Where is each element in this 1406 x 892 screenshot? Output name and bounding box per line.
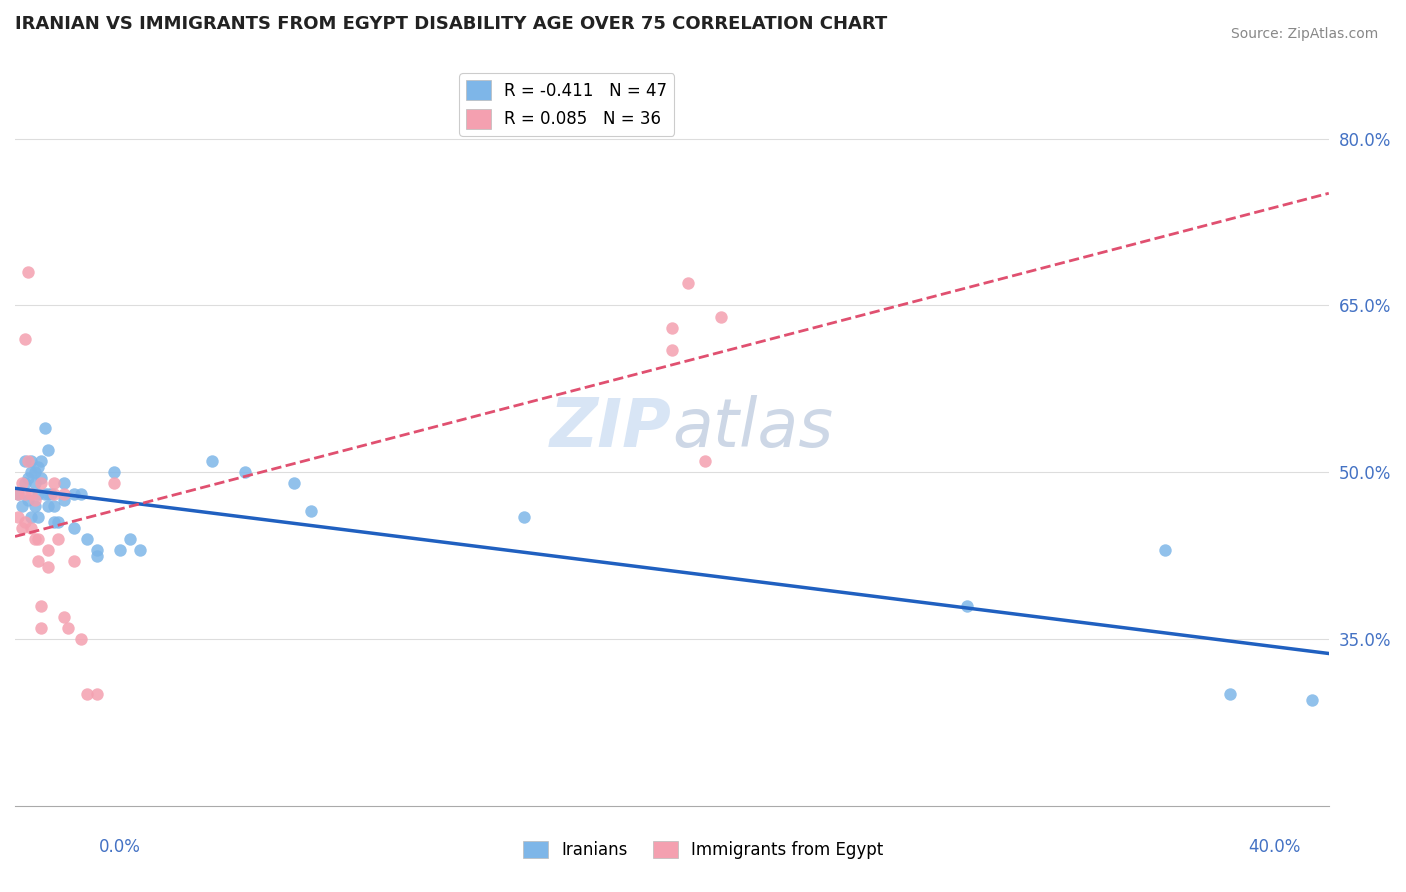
Point <box>56 621 79 635</box>
Point <box>44 487 66 501</box>
Point <box>710 310 733 324</box>
Point <box>53 609 76 624</box>
Point <box>27 509 49 524</box>
Point <box>63 521 86 535</box>
Point <box>44 515 66 529</box>
Point <box>7 487 30 501</box>
Point <box>37 487 59 501</box>
Point <box>7 509 30 524</box>
Point <box>956 599 979 613</box>
Point <box>1301 693 1323 707</box>
Point <box>661 343 683 357</box>
Point <box>103 476 125 491</box>
Point <box>24 493 46 508</box>
Point <box>108 543 131 558</box>
Point <box>86 688 108 702</box>
Point <box>7 487 30 501</box>
Point <box>86 549 108 563</box>
Point <box>20 521 42 535</box>
Point <box>46 515 69 529</box>
Text: Source: ZipAtlas.com: Source: ZipAtlas.com <box>1230 27 1378 41</box>
Point <box>53 476 76 491</box>
Point <box>37 499 59 513</box>
Point <box>233 465 256 479</box>
Point <box>661 320 683 334</box>
Legend: Iranians, Immigrants from Egypt: Iranians, Immigrants from Egypt <box>516 834 890 866</box>
Point <box>1219 688 1241 702</box>
Point <box>24 499 46 513</box>
Point <box>37 559 59 574</box>
Legend: R = -0.411   N = 47, R = 0.085   N = 36: R = -0.411 N = 47, R = 0.085 N = 36 <box>460 73 673 136</box>
Point <box>14 476 37 491</box>
Point <box>69 632 91 646</box>
Point <box>10 499 32 513</box>
Text: IRANIAN VS IMMIGRANTS FROM EGYPT DISABILITY AGE OVER 75 CORRELATION CHART: IRANIAN VS IMMIGRANTS FROM EGYPT DISABIL… <box>15 15 887 33</box>
Point <box>201 454 224 468</box>
Point <box>128 543 150 558</box>
Text: ZIP: ZIP <box>550 395 672 461</box>
Point <box>27 554 49 568</box>
Point <box>34 421 56 435</box>
Point <box>63 554 86 568</box>
Point <box>69 487 91 501</box>
Point <box>513 509 536 524</box>
Point <box>53 493 76 508</box>
Text: 0.0%: 0.0% <box>98 838 141 855</box>
Point <box>39 487 62 501</box>
Point <box>30 471 52 485</box>
Point <box>37 543 59 558</box>
Point <box>20 454 42 468</box>
Point <box>86 543 108 558</box>
Point <box>693 454 716 468</box>
Point <box>678 277 700 291</box>
Point <box>103 465 125 479</box>
Text: 40.0%: 40.0% <box>1249 838 1301 855</box>
Point <box>10 476 32 491</box>
Point <box>30 476 52 491</box>
Point <box>283 476 305 491</box>
Point <box>17 471 39 485</box>
Point <box>1153 543 1175 558</box>
Point <box>44 499 66 513</box>
Point <box>44 476 66 491</box>
Point <box>76 688 98 702</box>
Point <box>14 487 37 501</box>
Point <box>299 504 322 518</box>
Point <box>20 465 42 479</box>
Point <box>27 532 49 546</box>
Point <box>37 442 59 457</box>
Point <box>17 493 39 508</box>
Text: atlas: atlas <box>672 395 832 461</box>
Point <box>27 487 49 501</box>
Point <box>76 532 98 546</box>
Point <box>46 532 69 546</box>
Point <box>118 532 141 546</box>
Point <box>14 454 37 468</box>
Point <box>14 515 37 529</box>
Point <box>24 476 46 491</box>
Point <box>14 332 37 346</box>
Point <box>20 487 42 501</box>
Point <box>34 487 56 501</box>
Point <box>63 487 86 501</box>
Point <box>17 265 39 279</box>
Point <box>24 465 46 479</box>
Point <box>20 509 42 524</box>
Point <box>30 599 52 613</box>
Point <box>24 532 46 546</box>
Point <box>30 621 52 635</box>
Point <box>10 521 32 535</box>
Point <box>17 454 39 468</box>
Point <box>53 487 76 501</box>
Point <box>30 454 52 468</box>
Point <box>27 459 49 474</box>
